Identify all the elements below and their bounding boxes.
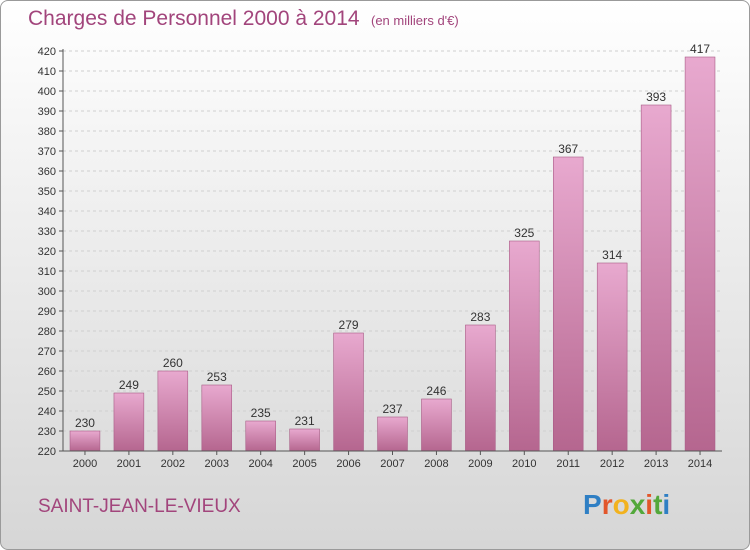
- value-label: 237: [382, 402, 402, 416]
- proxiti-logo: Proxiti: [583, 489, 670, 521]
- y-tick-label: 300: [38, 286, 56, 298]
- x-tick-label: 2010: [512, 458, 536, 470]
- x-tick-label: 2014: [688, 458, 712, 470]
- value-label: 260: [163, 356, 183, 370]
- bar-2008: [421, 398, 452, 452]
- x-tick-label: 2001: [117, 458, 141, 470]
- y-tick-label: 280: [38, 326, 56, 338]
- bar-2010: [509, 240, 540, 452]
- y-tick-label: 310: [38, 266, 56, 278]
- bar-2012: [596, 262, 628, 452]
- value-label: 246: [426, 384, 446, 398]
- x-tick-label: 2004: [248, 458, 272, 470]
- value-label: 230: [75, 416, 95, 430]
- y-tick-label: 240: [38, 406, 56, 418]
- value-label: 231: [295, 414, 315, 428]
- value-labels: 230 249 260 253 235 231 279 237 246 283 325 367 314 3…: [75, 42, 710, 430]
- y-tick-label: 380: [38, 126, 56, 138]
- logo-letter: o: [612, 489, 630, 520]
- bar-2004: [245, 420, 276, 452]
- value-label: 314: [602, 248, 622, 262]
- x-tick-label: 2009: [468, 458, 492, 470]
- chart-subtitle: (en milliers d'€): [371, 13, 459, 28]
- y-tick-label: 220: [38, 446, 56, 458]
- value-label: 367: [558, 142, 578, 156]
- x-axis-ticks: 2000 2001 2002 2003 2004 2005 2006 2007 2008 2009…: [73, 451, 712, 470]
- bar-2011: [552, 156, 584, 452]
- logo-letter: r: [601, 489, 613, 520]
- y-tick-label: 340: [38, 206, 56, 218]
- value-label: 279: [339, 318, 359, 332]
- bar-2005: [289, 428, 320, 452]
- value-label: 393: [646, 90, 666, 104]
- x-tick-label: 2007: [380, 458, 404, 470]
- x-tick-label: 2008: [424, 458, 448, 470]
- x-tick-label: 2006: [336, 458, 360, 470]
- bar-2006: [333, 332, 364, 452]
- logo-letter: t: [653, 489, 663, 520]
- value-label: 283: [470, 310, 490, 324]
- bar-2014: [684, 56, 716, 452]
- x-tick-label: 2011: [556, 458, 580, 470]
- logo-letter: x: [629, 489, 646, 520]
- y-tick-label: 290: [38, 306, 56, 318]
- x-tick-label: 2003: [205, 458, 229, 470]
- y-tick-label: 370: [38, 146, 56, 158]
- bar-2009: [465, 324, 496, 452]
- x-tick-label: 2002: [161, 458, 185, 470]
- commune-name: SAINT-JEAN-LE-VIEUX: [38, 496, 241, 517]
- y-tick-label: 400: [38, 86, 56, 98]
- value-label: 253: [207, 370, 227, 384]
- x-tick-label: 2005: [292, 458, 316, 470]
- bar-2003: [201, 384, 233, 452]
- value-label: 417: [690, 42, 710, 56]
- logo-letter: i: [645, 489, 654, 520]
- logo-letter: i: [662, 489, 671, 520]
- bar-2002: [157, 370, 189, 452]
- y-tick-label: 410: [38, 66, 56, 78]
- y-tick-label: 360: [38, 166, 56, 178]
- bar-2000: [69, 430, 101, 452]
- value-label: 249: [119, 378, 139, 392]
- bar-2001: [113, 392, 145, 452]
- logo-letter: P: [583, 489, 602, 520]
- bars: [69, 56, 716, 452]
- x-tick-label: 2013: [644, 458, 668, 470]
- y-tick-label: 420: [38, 46, 56, 58]
- x-tick-label: 2012: [600, 458, 624, 470]
- y-axis-ticks: 220 230 240 250 260 270 280 290 300 310 320 330 340 3…: [38, 46, 63, 458]
- chart-title: Charges de Personnel 2000 à 2014: [28, 7, 360, 30]
- y-tick-label: 250: [38, 386, 56, 398]
- y-tick-label: 350: [38, 186, 56, 198]
- y-tick-label: 260: [38, 366, 56, 378]
- y-tick-label: 330: [38, 226, 56, 238]
- value-label: 235: [251, 406, 271, 420]
- bar-2013: [640, 104, 672, 452]
- y-tick-label: 390: [38, 106, 56, 118]
- x-tick-label: 2000: [73, 458, 97, 470]
- y-tick-label: 320: [38, 246, 56, 258]
- bar-2007: [377, 416, 408, 452]
- y-tick-label: 230: [38, 426, 56, 438]
- y-tick-label: 270: [38, 346, 56, 358]
- value-label: 325: [514, 226, 534, 240]
